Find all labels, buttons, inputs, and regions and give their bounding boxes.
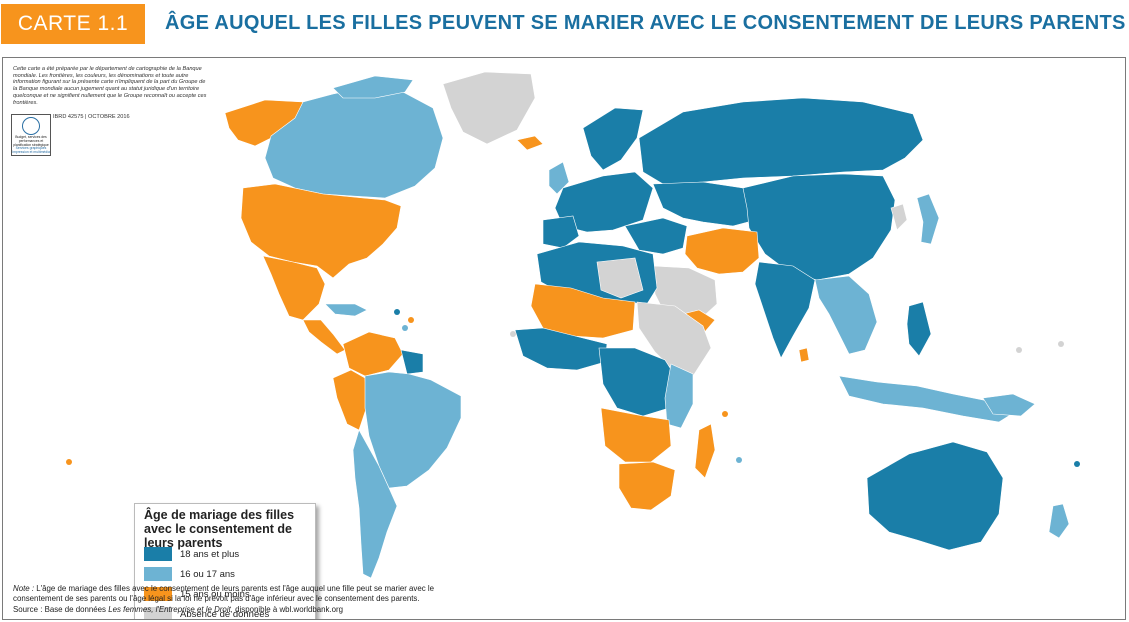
region-middle-east	[624, 217, 688, 255]
legend-item: 16 ou 17 ans	[144, 567, 235, 581]
legend-label: Absence de données	[180, 608, 270, 620]
logo-text: Budget, services des performances et pla…	[13, 135, 49, 147]
region-central-america	[302, 319, 346, 355]
map-disclaimer: Cette carte a été préparée par le départ…	[13, 66, 207, 106]
region-colombia-venezuela	[342, 331, 404, 377]
globe-icon	[22, 117, 40, 135]
region-sahel	[530, 283, 636, 339]
legend-label: 18 ans et plus	[180, 548, 240, 560]
map-id: IBRD 42575 | OCTOBRE 2016	[53, 114, 130, 120]
source-prefix: Source : Base de données	[13, 605, 107, 614]
region-new-guinea	[982, 393, 1036, 417]
island-marker	[408, 317, 414, 323]
region-russia	[638, 97, 924, 185]
legend-label: 15 ans ou moins	[180, 588, 250, 600]
region-iceland	[516, 135, 544, 151]
map-frame: Cette carte a été préparée par le départ…	[2, 57, 1126, 620]
region-libya	[596, 257, 644, 299]
region-sri-lanka	[798, 347, 810, 363]
region-scandinavia	[582, 107, 644, 171]
island-marker	[1074, 461, 1080, 467]
region-caribbean	[324, 303, 368, 317]
region-usa	[240, 183, 402, 279]
source-suffix: disponible à wbl.worldbank.org	[235, 605, 344, 614]
region-japan	[916, 193, 940, 245]
region-southern-africa	[618, 461, 676, 511]
legend-item: 15 ans ou moins	[144, 587, 250, 601]
region-iberia	[542, 215, 580, 249]
world-bank-logo: Budget, services des performances et pla…	[11, 114, 51, 156]
region-indonesia	[838, 375, 1016, 423]
map-legend: Âge de mariage des filles avec le consen…	[134, 503, 316, 620]
island-marker	[394, 309, 400, 315]
region-angola-zambia	[600, 407, 672, 463]
region-southern-cone	[352, 429, 398, 579]
world-map	[66, 71, 1080, 579]
region-mexico	[262, 255, 326, 321]
legend-swatch-16-17	[144, 567, 172, 581]
logo-subtext: Services graphiques Impression et multim…	[12, 146, 50, 155]
region-peru-ecuador	[332, 369, 368, 431]
legend-title: Âge de mariage des filles avec le consen…	[144, 508, 295, 550]
island-marker	[402, 325, 408, 331]
source-database: Les femmes, l'Entreprise et le Droit,	[108, 605, 233, 614]
region-greenland	[442, 71, 536, 145]
map-title: ÂGE AUQUEL LES FILLES PEUVENT SE MARIER …	[165, 12, 1126, 34]
region-guianas	[400, 349, 424, 375]
region-brazil	[364, 371, 462, 489]
legend-item: 18 ans et plus	[144, 547, 239, 561]
region-canada	[264, 87, 444, 199]
map-number-badge: CARTE 1.1	[1, 4, 145, 44]
island-marker	[1016, 347, 1022, 353]
note-label: Note :	[13, 584, 35, 593]
island-marker	[66, 459, 72, 465]
legend-swatch-18-plus	[144, 547, 172, 561]
region-arctic-islands	[332, 75, 414, 99]
legend-label: 16 ou 17 ans	[180, 568, 235, 580]
region-western-europe	[554, 171, 654, 233]
region-madagascar	[694, 423, 716, 479]
island-marker	[1058, 341, 1064, 347]
map-source: Source : Base de données Les femmes, l'E…	[13, 605, 343, 615]
map-note: Note : L'âge de mariage des filles avec …	[13, 584, 443, 604]
legend-swatch-no-data	[144, 607, 172, 619]
legend-item: Absence de données	[144, 607, 270, 620]
island-marker	[736, 457, 742, 463]
note-text: L'âge de mariage des filles avec le cons…	[13, 584, 435, 603]
region-philippines	[906, 301, 932, 357]
island-marker	[510, 331, 516, 337]
region-southeast-asia	[814, 275, 878, 355]
island-marker	[722, 411, 728, 417]
region-india	[754, 261, 816, 359]
region-east-africa	[664, 363, 694, 429]
region-iran-afghanistan	[684, 227, 760, 275]
region-australia	[866, 441, 1004, 551]
region-korea	[890, 203, 908, 231]
region-new-zealand	[1048, 503, 1070, 539]
region-central-asia	[652, 181, 774, 227]
legend-swatch-15-less	[144, 587, 172, 601]
